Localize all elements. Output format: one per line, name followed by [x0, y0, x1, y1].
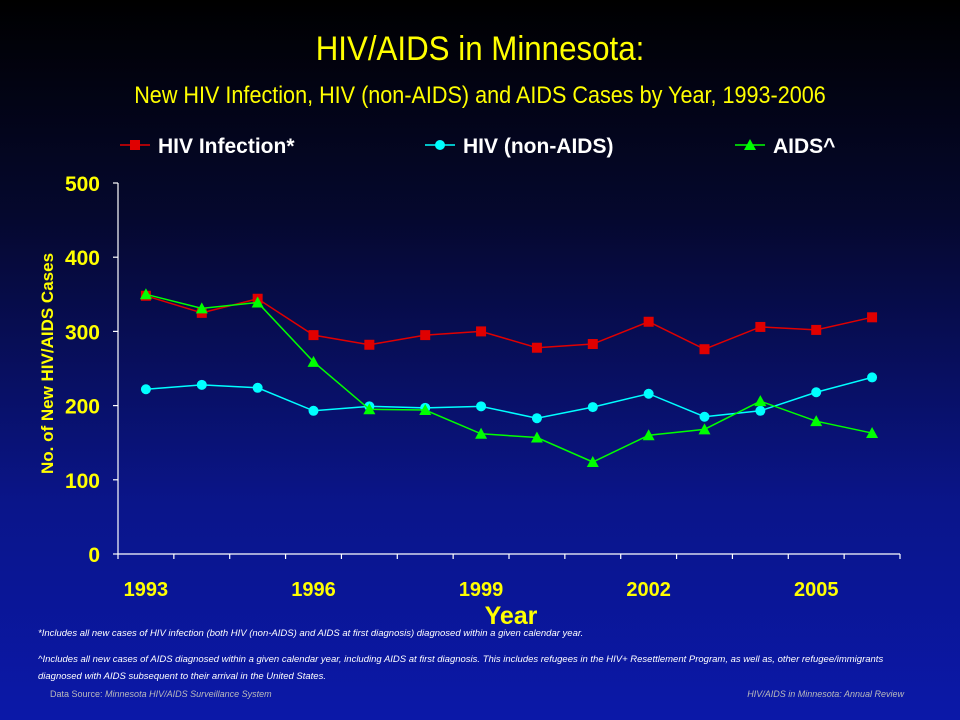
data-point [698, 423, 711, 435]
footnote-aids: ^Includes all new cases of AIDS diagnose… [38, 654, 884, 682]
data-point [811, 324, 822, 335]
data-point [699, 344, 710, 355]
legend-label: HIV Infection* [158, 135, 295, 158]
data-point [867, 372, 878, 383]
series-line-0 [145, 295, 873, 351]
data-point [586, 455, 599, 467]
data-point [643, 388, 654, 399]
data-point [308, 405, 319, 416]
data-point [755, 321, 766, 332]
data-source: Data Source: Minnesota HIV/AIDS Surveill… [50, 689, 272, 699]
data-point [251, 296, 264, 308]
data-point [476, 401, 487, 412]
y-tick-label: 300 [65, 321, 100, 344]
data-point [252, 382, 263, 393]
legend-label: HIV (non-AIDS) [463, 135, 613, 158]
x-tick-label: 1993 [124, 579, 169, 601]
series-line-1 [145, 376, 873, 419]
data-point [530, 431, 543, 443]
data-point [531, 342, 542, 353]
data-point [531, 413, 542, 424]
data-point [587, 339, 598, 350]
data-point [364, 339, 375, 350]
data-point [307, 355, 320, 367]
data-point [699, 411, 710, 422]
data-point [811, 387, 822, 398]
x-tick-label: 2002 [626, 579, 671, 601]
data-point [308, 330, 319, 341]
data-point [587, 402, 598, 413]
data-point [363, 403, 376, 415]
data-source-value: Minnesota HIV/AIDS Surveillance System [105, 689, 272, 699]
x-tick-label: 1999 [459, 579, 504, 601]
legend-marker [130, 140, 140, 150]
legend-marker [744, 139, 756, 150]
data-source-label: Data Source: [50, 689, 103, 699]
x-axis-title: Year [485, 602, 538, 630]
y-tick-label: 0 [88, 544, 100, 567]
y-tick-label: 500 [65, 173, 100, 196]
data-point [476, 326, 487, 337]
series-line-2 [145, 293, 873, 463]
data-point [755, 405, 766, 416]
data-point [643, 316, 654, 327]
y-axis-title: No. of New HIV/AIDS Cases [38, 253, 57, 474]
y-tick-label: 400 [65, 247, 100, 270]
data-point [419, 404, 432, 416]
data-point [475, 427, 488, 439]
data-point [866, 427, 879, 439]
data-point [642, 429, 655, 441]
data-point [196, 379, 207, 390]
data-point [810, 415, 823, 427]
report-name: HIV/AIDS in Minnesota: Annual Review [747, 689, 904, 699]
footnote-hiv-infection: *Includes all new cases of HIV infection… [38, 628, 584, 639]
page-title: HIV/AIDS in Minnesota: [315, 30, 645, 68]
data-point [139, 288, 152, 300]
data-point [195, 302, 208, 314]
legend-marker [435, 140, 445, 150]
data-point [420, 330, 431, 341]
y-tick-label: 200 [65, 396, 100, 419]
data-point [140, 384, 151, 395]
x-tick-label: 1996 [291, 579, 336, 601]
page-subtitle: New HIV Infection, HIV (non-AIDS) and AI… [134, 82, 826, 109]
data-point [754, 395, 767, 407]
legend-label: AIDS^ [773, 135, 835, 158]
data-point [867, 312, 878, 323]
y-tick-label: 100 [65, 470, 100, 493]
x-tick-label: 2005 [794, 579, 839, 601]
